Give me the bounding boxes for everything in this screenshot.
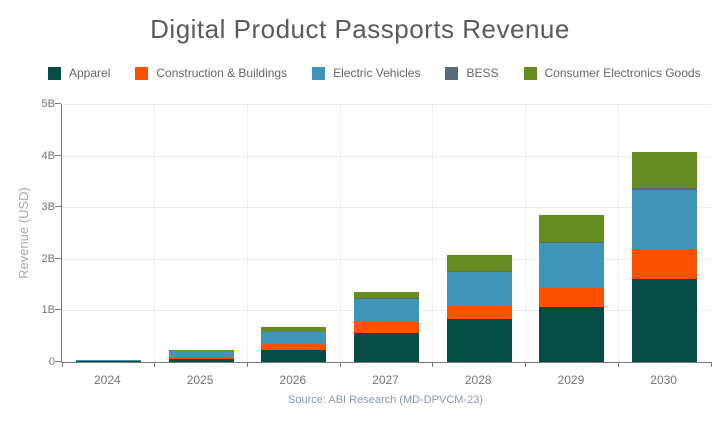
y-axis-tick	[55, 154, 61, 156]
legend-item-label: Consumer Electronics Goods	[544, 66, 701, 80]
y-tick-label-0: 0	[48, 356, 55, 368]
bar-segment-2027-consumer-electronics-goods[interactable]	[354, 292, 419, 299]
bar-segment-2027-electric-vehicles[interactable]	[354, 299, 419, 322]
legend-item-label: Electric Vehicles	[333, 66, 421, 80]
y-axis-tick	[55, 257, 61, 259]
bar-2026	[261, 327, 327, 362]
x-axis-tick	[154, 362, 156, 367]
legend-swatch-icon	[135, 66, 149, 80]
legend-item-5[interactable]: Consumer Electronics Goods	[523, 66, 701, 80]
h-gridline	[62, 155, 711, 157]
chart-title: Digital Product Passports Revenue	[150, 14, 570, 44]
y-tick-label-2B: 2B	[41, 252, 55, 265]
bar-2025	[168, 349, 234, 362]
bar-segment-2030-consumer-electronics-goods[interactable]	[632, 151, 698, 188]
x-tick-label-2024: 2024	[93, 373, 121, 387]
bar-segment-2029-apparel[interactable]	[539, 306, 605, 362]
bar-segment-2029-electric-vehicles[interactable]	[539, 243, 605, 288]
bar-segment-2028-electric-vehicles[interactable]	[446, 271, 512, 306]
bar-segment-2030-construction-buildings[interactable]	[632, 249, 698, 280]
bar-segment-2029-construction-buildings[interactable]	[539, 287, 605, 307]
v-gridline	[525, 104, 527, 362]
bar-segment-2026-apparel[interactable]	[261, 349, 327, 362]
legend-swatch-icon	[523, 66, 537, 80]
bar-2029	[539, 214, 605, 362]
y-tick-label-4B: 4B	[41, 149, 55, 162]
x-axis-tick	[61, 362, 63, 367]
plot-area	[55, 103, 712, 367]
x-tick-label-2027: 2027	[372, 373, 399, 387]
legend-item-2[interactable]: Construction & Buildings	[135, 66, 287, 80]
bar-segment-2024-electric-vehicles[interactable]	[75, 360, 141, 362]
bar-segment-2025-construction-buildings[interactable]	[168, 356, 234, 360]
y-axis-tick	[55, 309, 61, 311]
x-axis-tick	[525, 362, 527, 367]
legend-swatch-icon	[48, 66, 61, 80]
bar-segment-2026-construction-buildings[interactable]	[261, 343, 327, 350]
y-axis-title: Revenue (USD)	[16, 187, 31, 279]
v-gridline	[432, 104, 434, 362]
bar-segment-2027-construction-buildings[interactable]	[354, 321, 419, 333]
bar-segment-2030-electric-vehicles[interactable]	[632, 189, 698, 250]
bar-segment-2028-construction-buildings[interactable]	[446, 305, 512, 320]
bar-segment-2025-electric-vehicles[interactable]	[168, 351, 234, 357]
y-axis-tick	[55, 103, 61, 104]
bar-2024	[75, 359, 141, 362]
legend-swatch-icon	[312, 66, 326, 80]
bar-segment-2028-bess[interactable]	[446, 270, 512, 272]
x-tick-label-2030: 2030	[650, 373, 677, 387]
bar-segment-2024-apparel[interactable]	[75, 361, 141, 362]
v-gridline	[339, 104, 341, 362]
v-gridline	[154, 104, 156, 362]
y-tick-label-1B: 1B	[41, 304, 55, 317]
v-gridline	[617, 104, 619, 362]
bar-segment-2025-consumer-electronics-goods[interactable]	[168, 349, 234, 352]
bar-segment-2025-apparel[interactable]	[168, 359, 234, 362]
legend-item-label: BESS	[466, 66, 499, 80]
legend-item-4[interactable]: BESS	[445, 66, 499, 80]
h-gridline	[62, 258, 711, 260]
bar-segment-2026-bess[interactable]	[261, 331, 327, 333]
x-tick-label-2028: 2028	[464, 373, 492, 387]
x-axis-tick	[246, 362, 248, 367]
bar-segment-2029-consumer-electronics-goods[interactable]	[539, 214, 605, 242]
bar-2028	[446, 255, 512, 362]
source-note: Source: ABI Research (MD-DPVCM-23)	[288, 394, 483, 406]
bar-segment-2026-electric-vehicles[interactable]	[261, 332, 327, 344]
bar-segment-2028-consumer-electronics-goods[interactable]	[446, 255, 512, 271]
x-tick-label-2029: 2029	[557, 373, 585, 387]
bar-2027	[354, 292, 419, 362]
legend-item-3[interactable]: Electric Vehicles	[312, 66, 420, 80]
bar-segment-2029-bess[interactable]	[539, 241, 605, 244]
x-axis-tick	[432, 362, 434, 367]
v-gridline	[246, 104, 248, 362]
legend-item-1[interactable]: Apparel	[48, 66, 110, 80]
h-gridline	[62, 207, 711, 209]
x-axis-tick	[339, 362, 341, 367]
y-axis-tick	[55, 361, 61, 362]
x-axis-tick	[617, 362, 619, 367]
bar-2030	[632, 151, 698, 362]
bar-segment-2026-consumer-electronics-goods[interactable]	[261, 327, 327, 332]
x-tick-label-2026: 2026	[279, 373, 307, 387]
y-axis-tick	[55, 206, 61, 208]
y-tick-label-3B: 3B	[41, 201, 55, 214]
bar-segment-2030-apparel[interactable]	[632, 279, 698, 362]
legend: Apparel Construction & Buildings Electric …	[48, 66, 710, 80]
bar-segment-2027-apparel[interactable]	[354, 332, 419, 362]
bar-segment-2030-bess[interactable]	[632, 187, 698, 190]
legend-item-label: Apparel	[69, 66, 111, 80]
x-tick-label-2025: 2025	[186, 373, 214, 387]
h-gridline	[62, 104, 711, 105]
legend-swatch-icon	[445, 66, 459, 80]
bar-segment-2027-bess[interactable]	[354, 298, 419, 300]
x-axis-tick	[710, 362, 712, 367]
legend-item-label: Construction & Buildings	[156, 66, 288, 80]
bar-segment-2028-apparel[interactable]	[446, 319, 512, 362]
y-tick-label-5B: 5B	[41, 98, 55, 110]
